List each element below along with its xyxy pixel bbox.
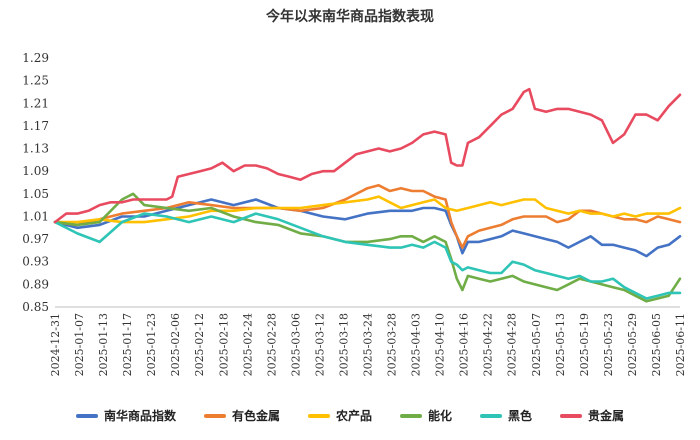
x-tick-label: 2025-05-07: [530, 313, 543, 376]
legend-label: 黑色: [508, 409, 533, 423]
legend-swatch: [400, 413, 422, 418]
y-tick-label: 1.05: [22, 187, 49, 201]
legend-label: 南华商品指数: [103, 409, 176, 423]
x-tick-label: 2025-04-03: [410, 313, 423, 376]
x-tick-label: 2025-01-07: [73, 313, 86, 376]
x-tick-label: 2025-03-28: [386, 313, 399, 376]
chart-title: 今年以来南华商品指数表现: [266, 9, 434, 25]
legend-item: 农产品: [307, 407, 372, 424]
y-tick-label: 1.29: [22, 51, 49, 65]
x-tick-label: 2025-01-23: [145, 313, 158, 376]
x-tick-label: 2025-02-06: [169, 313, 182, 376]
x-tick-label: 2025-04-22: [482, 313, 495, 376]
legend-item: 南华商品指数: [75, 407, 176, 424]
legend-item: 有色金属: [203, 407, 280, 424]
x-tick-label: 2025-02-12: [193, 313, 206, 376]
legend-item: 黑色: [480, 407, 532, 424]
x-tick-label: 2025-05-13: [554, 313, 567, 376]
x-tick-label: 2025-06-05: [650, 313, 663, 376]
x-tick-label: 2025-04-28: [506, 313, 519, 376]
x-tick-label: 2025-05-23: [602, 313, 615, 376]
x-tick-label: 2025-04-10: [434, 313, 447, 376]
x-tick-label: 2025-05-19: [578, 313, 591, 376]
y-tick-label: 1.01: [22, 209, 49, 223]
y-tick-label: 0.93: [22, 255, 49, 269]
legend-label: 能化: [428, 409, 453, 423]
x-tick-label: 2025-02-28: [265, 313, 278, 376]
series-line-3: [53, 195, 682, 224]
x-tick-label: 2025-03-24: [362, 313, 375, 376]
y-tick-label: 0.85: [22, 300, 49, 314]
legend-label: 有色金属: [231, 409, 280, 423]
legend-swatch: [75, 413, 98, 418]
y-tick-label: 0.97: [22, 232, 49, 246]
series-line-1: [53, 198, 682, 258]
y-tick-label: 1.13: [22, 142, 49, 156]
y-tick-label: 0.89: [22, 277, 49, 291]
x-tick-label: 2025-03-18: [337, 313, 350, 376]
legend-label: 贵金属: [588, 409, 625, 423]
y-tick-label: 1.21: [22, 96, 49, 110]
x-tick-label: 2025-01-13: [97, 313, 110, 376]
series-line-6: [53, 87, 682, 224]
legend-label: 农产品: [335, 409, 372, 423]
chart-legend: 南华商品指数 有色金属 农产品 能化 黑色 贵金属: [0, 407, 700, 424]
y-tick-label: 1.25: [22, 74, 49, 88]
legend-swatch: [480, 413, 503, 418]
x-tick-label: 2025-03-06: [289, 313, 302, 376]
legend-swatch: [307, 413, 330, 418]
y-tick-label: 1.17: [22, 119, 49, 133]
x-tick-label: 2025-03-12: [313, 313, 326, 376]
x-tick-label: 2024-12-31: [49, 313, 62, 376]
legend-swatch: [560, 413, 583, 418]
legend-item: 贵金属: [560, 407, 624, 424]
x-tick-label: 2025-02-18: [217, 313, 230, 376]
legend-item: 能化: [400, 407, 452, 424]
series-line-5: [53, 212, 682, 300]
x-tick-label: 2025-01-17: [121, 313, 134, 376]
x-tick-label: 2025-06-11: [674, 313, 687, 376]
x-tick-label: 2025-02-24: [241, 313, 254, 376]
x-tick-label: 2025-05-29: [626, 313, 639, 376]
legend-swatch: [203, 413, 226, 418]
x-tick-label: 2025-04-16: [458, 313, 471, 376]
y-tick-label: 1.09: [22, 164, 49, 178]
